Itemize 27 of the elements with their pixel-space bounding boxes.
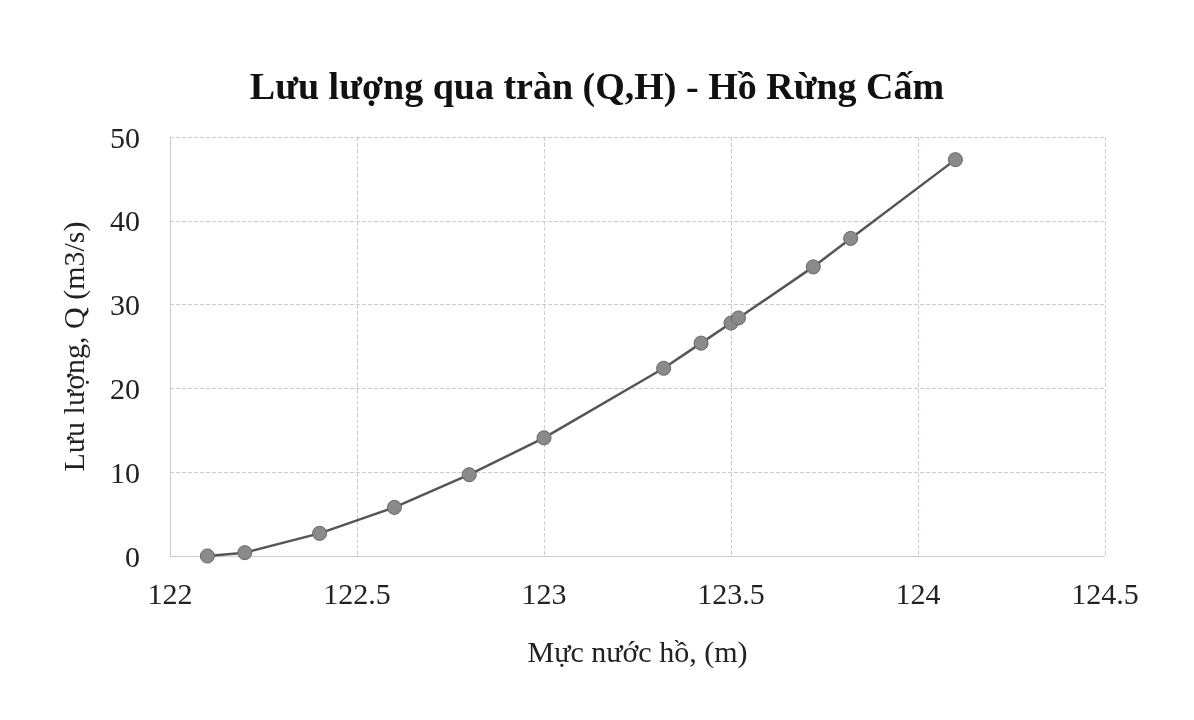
point [199,548,215,564]
point [536,430,552,446]
point [730,310,746,326]
point [843,230,859,246]
x-tick-label: 122.5 [323,576,391,610]
y-tick-label: 0 [125,539,140,573]
x-tick-label: 122 [147,576,193,610]
point [947,152,963,168]
y-tick-label: 40 [110,204,140,238]
x-tick-label: 123 [521,576,567,610]
x-tick-label: 123.5 [697,576,765,610]
y-axis-title: Lưu lượng, Q (m3/s) [56,221,91,472]
point [237,545,253,561]
x-tick-label: 124.5 [1071,576,1139,610]
x-axis-title: Mực nước hồ, (m) [527,634,748,669]
point [386,499,402,515]
y-tick-label: 20 [110,371,140,405]
y-tick-label: 30 [110,288,140,322]
chart-title: Lưu lượng qua tràn (Q,H) - Hồ Rừng Cấm [249,65,945,108]
point [805,259,821,275]
point [656,360,672,376]
y-tick-label: 10 [110,455,140,489]
x-tick-label: 124 [895,576,941,610]
point [461,467,477,483]
point [312,525,328,541]
y-tick-label: 50 [110,120,140,154]
point [693,335,709,351]
